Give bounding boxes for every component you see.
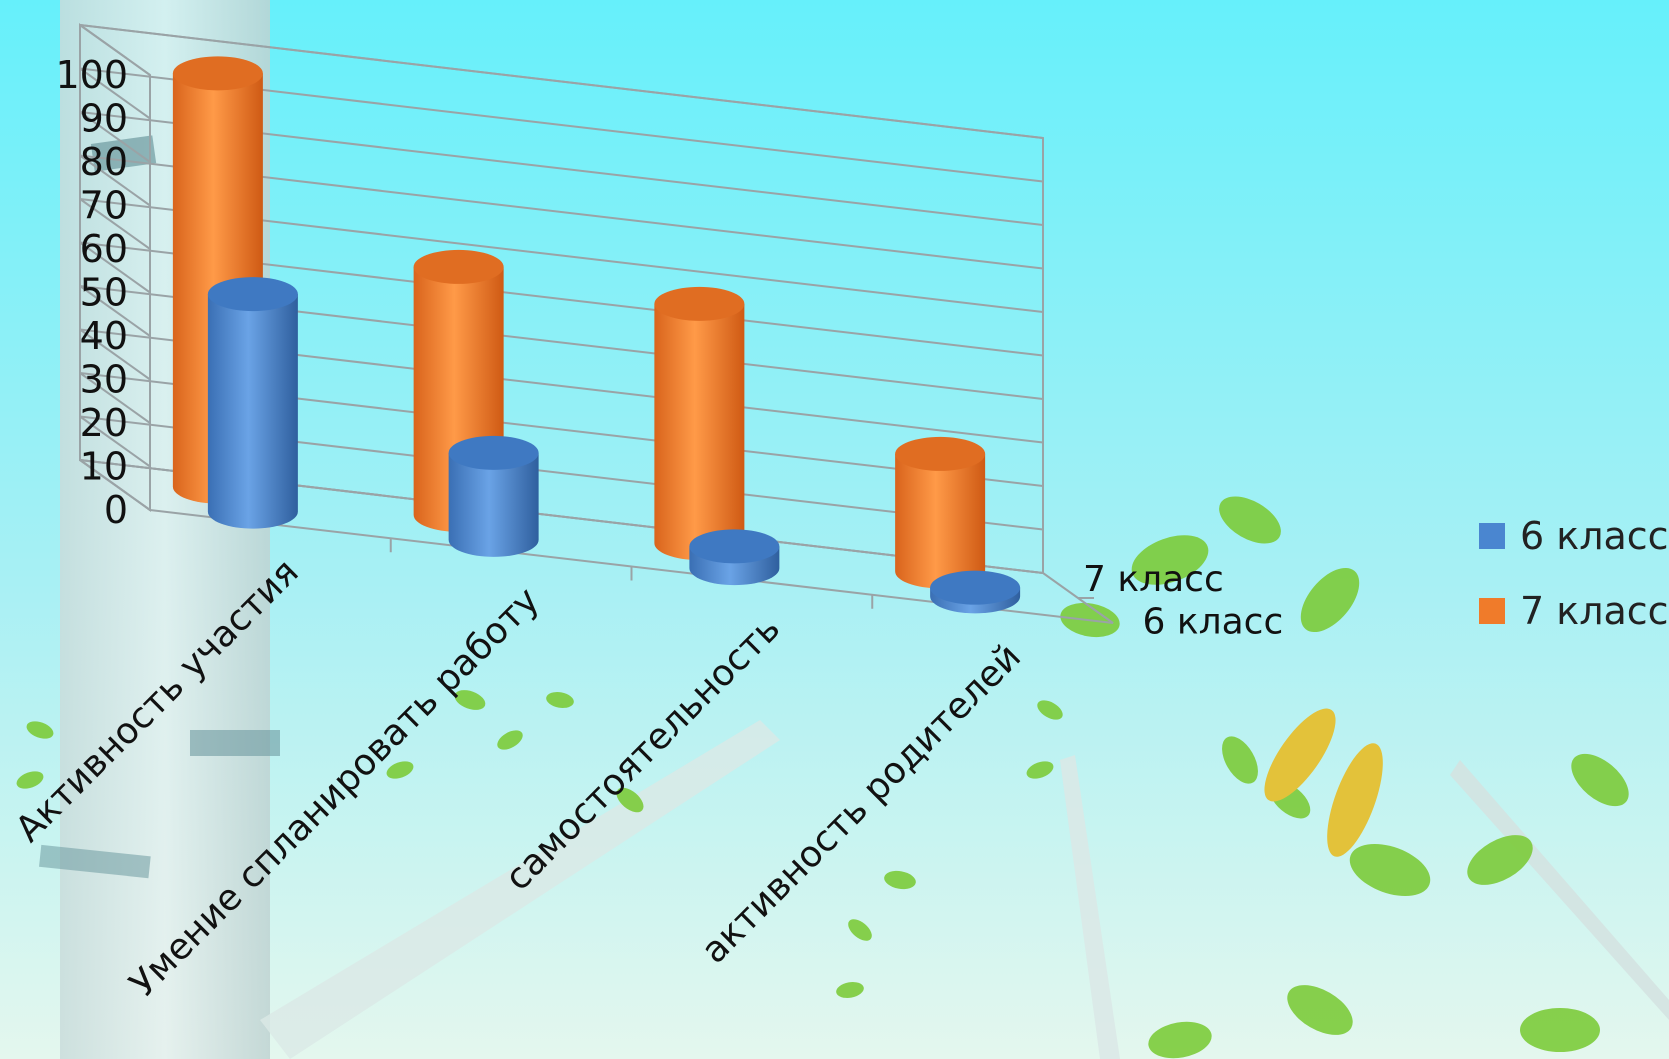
birch-mark-icon (190, 730, 280, 756)
leaves-decoration (16, 496, 1629, 1059)
gridline (79, 67, 1044, 183)
catkin-icon (1327, 743, 1383, 857)
y-tick-label: 100 (55, 53, 128, 97)
cylinder-top (448, 435, 539, 470)
gridline (79, 111, 1044, 226)
leaf-icon (386, 761, 414, 779)
leaf-icon (1300, 567, 1360, 633)
legend-label-6: 6 класс (1520, 514, 1669, 558)
y-tick-label: 50 (80, 271, 128, 315)
leaf-icon (1349, 843, 1431, 897)
branch-icon (1060, 755, 1120, 1059)
y-tick-label: 90 (80, 97, 128, 141)
leaf-icon (26, 721, 54, 739)
bar-7-3 (895, 436, 986, 589)
bars-group (172, 56, 1021, 614)
gridline (79, 198, 1044, 313)
leaf-icon (884, 870, 916, 890)
cylinder-body (654, 303, 745, 561)
cylinder-top (207, 277, 298, 312)
y-tick-label: 60 (80, 227, 128, 271)
y-tick-label: 70 (80, 184, 128, 228)
leaf-icon (1571, 753, 1629, 807)
leaf-icon (1037, 700, 1063, 720)
y-tick-label: 20 (80, 401, 128, 445)
y-tick-label: 80 (80, 140, 128, 184)
leaf-icon (1520, 1008, 1600, 1052)
cylinder-body (207, 294, 298, 529)
legend-swatch-6 (1479, 523, 1505, 549)
cylinder-body (448, 452, 539, 557)
cylinder-top (172, 56, 263, 91)
bar-6-1 (448, 435, 539, 557)
legend-label-7: 7 класс (1520, 589, 1669, 633)
leaf-icon (497, 730, 523, 750)
legend-swatch-7 (1479, 598, 1505, 624)
leaf-icon (616, 787, 644, 813)
cylinder-top (689, 529, 780, 564)
leaf-icon (1467, 835, 1533, 885)
chart-legend: 6 класс 7 класс (1479, 514, 1669, 633)
cylinder-top (654, 286, 745, 321)
leaf-icon (546, 692, 574, 708)
leaf-icon (1131, 535, 1209, 585)
leaf-icon (1026, 761, 1054, 779)
leaf-icon (1222, 736, 1258, 784)
bar-7-2 (654, 286, 745, 561)
y-tick-label: 30 (80, 358, 128, 402)
bar-6-3 (930, 570, 1021, 614)
branch-icon (1450, 760, 1669, 1020)
cylinder-body (895, 453, 986, 589)
depth-tick-label: 7 класс (1083, 559, 1224, 600)
y-tick-label: 10 (80, 445, 128, 489)
bar-6-0 (207, 277, 298, 529)
cylinder-top (930, 570, 1021, 605)
depth-tick-label: 6 класс (1143, 602, 1284, 643)
leaf-icon (454, 690, 486, 710)
catkin-icon (1264, 708, 1336, 802)
y-tick-label: 0 (104, 488, 128, 532)
leaf-icon (848, 919, 872, 941)
gridline (79, 154, 1044, 270)
cylinder-top (413, 249, 504, 284)
birch-mark-icon (39, 844, 151, 879)
y-tick-label: 40 (80, 314, 128, 358)
bar-6-2 (689, 529, 780, 586)
leaf-icon (1287, 985, 1353, 1035)
branch-icon (260, 720, 780, 1059)
leaf-icon (1219, 496, 1281, 544)
cylinder-top (895, 436, 986, 471)
leaf-icon (836, 982, 864, 998)
gridline (79, 24, 1044, 139)
leaf-icon (16, 771, 44, 789)
leaf-icon (1148, 1021, 1212, 1059)
